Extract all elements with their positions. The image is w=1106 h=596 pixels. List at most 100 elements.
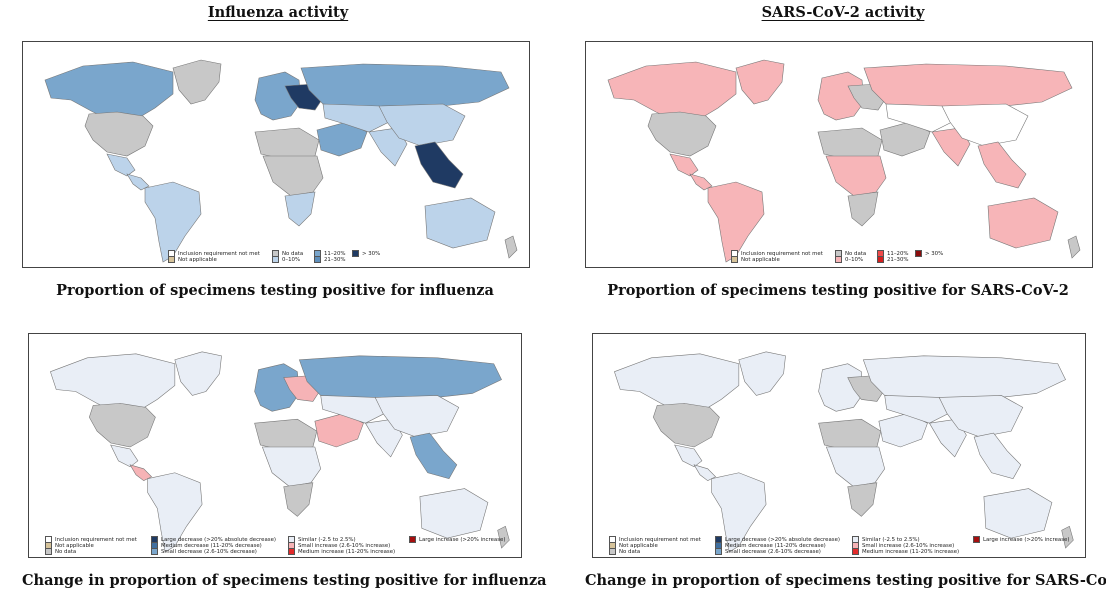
region-mexico <box>669 153 699 177</box>
region-usa <box>84 111 154 157</box>
legend-swatch <box>731 256 738 263</box>
flu-proportion-caption: Proportion of specimens testing positive… <box>56 282 494 299</box>
region-africa-south <box>847 482 878 517</box>
legend-label: Medium decrease (11-20% decrease) <box>725 542 826 549</box>
legend-label: No data <box>845 250 867 257</box>
sars-change-map <box>614 351 1074 553</box>
sars-proportion-map <box>607 59 1081 263</box>
flu-change-map-panel: Inclusion requirement not met Not applic… <box>28 333 522 558</box>
region-china <box>938 395 1024 438</box>
legend-label: Large decrease (>20% absolute decrease) <box>161 536 276 543</box>
region-africa-central <box>825 155 887 197</box>
region-usa <box>652 403 720 448</box>
legend-label: Small decrease (2.6-10% decrease) <box>725 548 821 555</box>
legend-label: Not applicable <box>619 542 658 549</box>
legend-label: Medium decrease (11-20% decrease) <box>161 542 262 549</box>
legend-label: 0–10% <box>282 256 301 263</box>
sars-change-map-panel: Inclusion requirement not met Not applic… <box>592 333 1086 558</box>
legend-label: Similar (-2.5 to 2.5%) <box>862 536 920 543</box>
region-europe <box>817 71 865 121</box>
legend-label: Inclusion requirement not met <box>741 250 823 257</box>
legend-swatch <box>45 548 52 555</box>
legend-swatch <box>877 256 884 263</box>
legend-not-applicable: Not applicable <box>731 256 780 263</box>
region-greenland <box>174 351 222 396</box>
region-se-asia <box>977 141 1027 189</box>
legend-label: Not applicable <box>178 256 217 263</box>
legend-label: > 30% <box>362 250 381 257</box>
region-nz <box>1061 525 1074 549</box>
legend-small-decrease: Small decrease (2.6-10% decrease) <box>151 548 257 555</box>
legend-swatch <box>168 256 175 263</box>
region-south-america <box>147 472 203 553</box>
legend-swatch <box>352 250 359 257</box>
legend-label: 11–20% <box>887 250 909 257</box>
legend-large-increase: Large increase (>20% increase) <box>409 536 505 543</box>
legend-label: Medium increase (11-20% increase) <box>298 548 396 555</box>
legend-21-30: 21–30% <box>314 256 346 263</box>
region-south-america <box>711 472 767 553</box>
region-mexico <box>674 444 703 468</box>
region-africa-north <box>818 418 882 452</box>
region-russia <box>863 63 1073 109</box>
legend-large-increase: Large increase (>20% increase) <box>973 536 1069 543</box>
legend-no-data: No data <box>45 548 76 555</box>
region-africa-north <box>817 127 883 161</box>
region-nz <box>497 525 510 549</box>
region-greenland <box>172 59 222 105</box>
sars-change-caption: Change in proportion of specimens testin… <box>585 572 1106 589</box>
legend-gt30: > 30% <box>352 250 380 257</box>
legend-label: Medium increase (11-20% increase) <box>862 548 960 555</box>
legend-swatch <box>409 536 416 543</box>
legend-label: 0–10% <box>845 256 864 263</box>
legend-swatch <box>973 536 980 543</box>
legend-label: No data <box>282 250 304 257</box>
region-africa-south <box>847 191 879 227</box>
region-europe <box>818 363 864 412</box>
legend-label: No data <box>619 548 641 555</box>
legend-swatch <box>715 548 722 555</box>
legend-medium-increase: Medium increase (11-20% increase) <box>852 548 959 555</box>
region-africa-south <box>284 191 316 227</box>
legend-swatch <box>151 548 158 555</box>
sars-proportion-caption: Proportion of specimens testing positive… <box>607 282 1069 299</box>
legend-0-10: 0–10% <box>272 256 300 263</box>
region-australia <box>419 488 489 539</box>
region-usa <box>88 403 156 448</box>
region-russia <box>300 63 510 109</box>
region-north-america <box>44 61 174 123</box>
legend-swatch <box>835 256 842 263</box>
legend-label: > 30% <box>925 250 944 257</box>
legend-swatch <box>272 256 279 263</box>
region-china <box>378 103 466 147</box>
region-north-america <box>607 61 737 123</box>
legend-label: Similar (-2.5 to 2.5%) <box>298 536 356 543</box>
flu-proportion-map-panel: Inclusion requirement not met Not applic… <box>22 41 530 268</box>
legend-label: Large increase (>20% increase) <box>983 536 1070 543</box>
legend-not-applicable: Not applicable <box>168 256 217 263</box>
region-china <box>941 103 1029 147</box>
legend-swatch <box>314 256 321 263</box>
legend-label: Small increase (2.6-10% increase) <box>298 542 391 549</box>
sars-cov-2-activity-heading: SARS-CoV-2 activity <box>761 4 925 21</box>
region-se-asia <box>973 432 1022 480</box>
influenza-activity-heading: Influenza activity <box>207 4 349 21</box>
sars-proportion-map-panel: Inclusion requirement not met Not applic… <box>585 41 1093 268</box>
legend-label: Inclusion requirement not met <box>55 536 137 543</box>
legend-swatch <box>852 548 859 555</box>
region-se-asia <box>409 432 458 480</box>
region-africa-central <box>825 446 886 487</box>
legend-label: Inclusion requirement not met <box>619 536 701 543</box>
region-australia <box>983 488 1053 539</box>
legend-label: 21–30% <box>324 256 346 263</box>
region-africa-central <box>261 446 322 487</box>
legend-label: Not applicable <box>741 256 780 263</box>
region-africa-south <box>283 482 314 517</box>
legend-gt30: > 30% <box>915 250 943 257</box>
flu-change-map <box>50 351 510 553</box>
region-nz <box>504 235 518 259</box>
legend-label: Small increase (2.6-10% increase) <box>862 542 955 549</box>
region-mexico <box>106 153 136 177</box>
region-china <box>374 395 460 438</box>
legend-swatch <box>915 250 922 257</box>
